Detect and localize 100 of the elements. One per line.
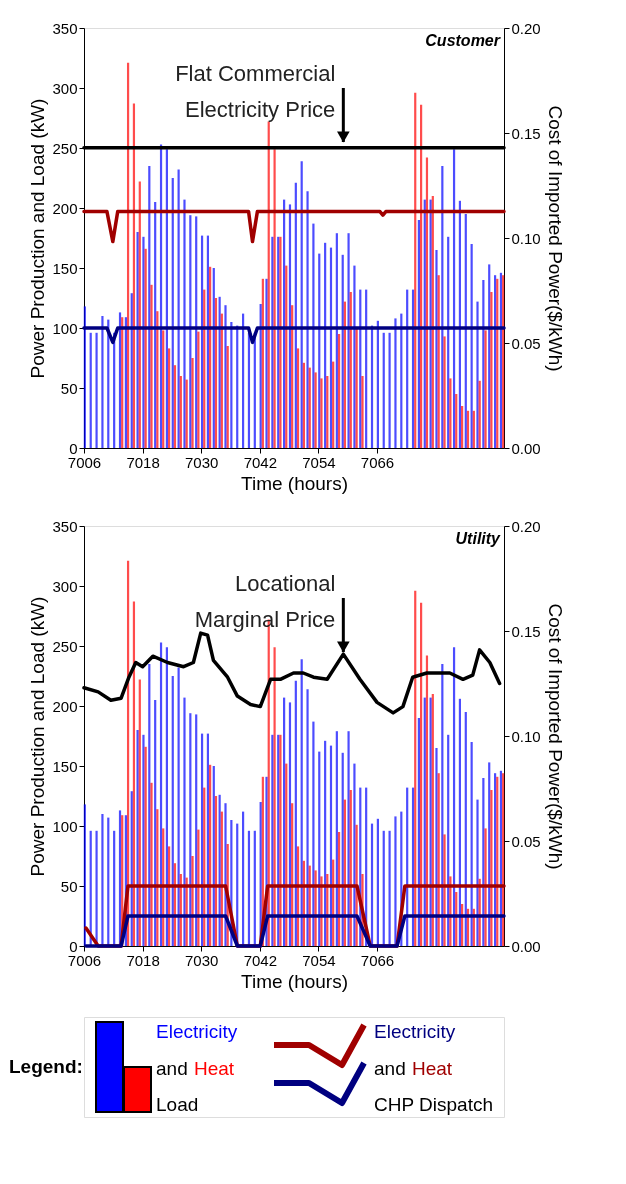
text: and: [156, 1058, 188, 1079]
chart-title: Utility: [455, 530, 502, 547]
y-axis-title: Power Production and Load (kW): [27, 98, 49, 379]
bar: [449, 378, 452, 448]
bar: [312, 223, 315, 448]
bar: [162, 330, 165, 448]
x-axis-title: Time (hours): [241, 970, 348, 992]
bar: [150, 782, 153, 946]
bar: [353, 763, 356, 946]
bar: [179, 376, 182, 448]
bar: [435, 748, 438, 946]
y2-tick-label: 0.05: [511, 334, 541, 352]
bar: [484, 330, 487, 448]
bar: [197, 331, 200, 448]
bar: [466, 410, 470, 448]
bar: [435, 250, 438, 448]
x-tick-label: 7018: [126, 453, 160, 471]
bar: [101, 316, 104, 448]
y2-axis-title: Cost of Imported Power($/kWh): [544, 603, 566, 870]
bar: [490, 292, 493, 448]
bar: [150, 284, 153, 448]
bar: [95, 332, 98, 448]
y2-axis-title: Cost of Imported Power($/kWh): [544, 105, 566, 372]
y-tick-label: 100: [52, 319, 78, 337]
y2-tick-label: 0.10: [511, 727, 541, 745]
x-tick-label: 7042: [243, 453, 277, 471]
bar: [314, 372, 317, 448]
y2-tick-label: 0.05: [511, 832, 541, 850]
bar: [191, 856, 194, 946]
bar: [136, 232, 139, 448]
bar: [197, 829, 200, 946]
x-axis-title: Time (hours): [241, 472, 348, 494]
y-tick-label: 350: [52, 517, 78, 535]
y2-tick-label: 0.15: [511, 622, 541, 640]
bar: [296, 348, 300, 448]
bar: [478, 380, 481, 448]
bar: [476, 301, 479, 448]
y-tick-label: 200: [52, 199, 78, 217]
y-tick-label: 50: [60, 379, 78, 397]
y2-tick-label: 0.00: [511, 937, 541, 955]
chart-title: Customer: [425, 32, 501, 49]
bar: [443, 336, 446, 448]
y-tick-label: 250: [52, 637, 78, 655]
bar: [101, 814, 104, 946]
y-tick-label: 300: [52, 79, 78, 97]
bar: [382, 332, 385, 448]
bar: [306, 191, 309, 448]
bar: [142, 236, 145, 448]
bar: [484, 828, 487, 946]
annotation: Flat Commercial Electricity Price: [175, 61, 336, 122]
bar: [183, 697, 186, 946]
bar: [455, 394, 458, 448]
bar: [388, 332, 391, 448]
text: Electricity: [156, 1021, 238, 1042]
bar: [347, 731, 350, 946]
x-tick-label: 7066: [360, 453, 395, 471]
y-tick-label: 150: [52, 259, 78, 277]
text: and: [374, 1058, 406, 1079]
y-tick-label: 250: [52, 139, 78, 157]
bar: [326, 376, 329, 448]
x-tick-label: 7054: [302, 453, 336, 471]
legend-title: Legend:: [9, 1056, 83, 1077]
text: CHP Dispatch: [374, 1094, 493, 1115]
bar: [273, 647, 276, 946]
bar: [353, 265, 356, 448]
y-tick-label: 350: [52, 19, 78, 37]
bar: [168, 348, 171, 448]
x-tick-label: 7030: [185, 951, 219, 969]
x-tick-label: 7066: [360, 951, 395, 969]
y-tick-label: 200: [52, 697, 78, 715]
annotation: Locational Marginal Price: [194, 571, 336, 632]
bar: [394, 318, 397, 448]
bar: [312, 721, 315, 946]
bar: [302, 362, 305, 448]
bar: [224, 305, 227, 448]
bar: [388, 830, 391, 946]
bar: [476, 799, 479, 946]
bar: [490, 790, 493, 946]
bar: [308, 367, 311, 448]
bar: [394, 816, 397, 946]
bar: [361, 376, 364, 448]
y-axis-title: Power Production and Load (kW): [27, 596, 49, 877]
bar: [185, 379, 188, 448]
bar: [191, 358, 194, 448]
bar: [320, 378, 323, 448]
x-tick-label: 7018: [126, 951, 160, 969]
y2-tick-label: 0.15: [511, 124, 541, 142]
y2-tick-label: 0.00: [511, 439, 541, 457]
bar: [142, 734, 145, 946]
text: Electricity: [374, 1021, 456, 1042]
bar: [226, 346, 229, 448]
bar: [265, 278, 268, 448]
bar: [273, 149, 276, 448]
bar: [136, 730, 139, 946]
y2-tick-label: 0.10: [511, 229, 541, 247]
bar: [332, 361, 335, 448]
x-tick-label: 7030: [185, 453, 219, 471]
y-tick-label: 100: [52, 817, 78, 835]
bar: [472, 410, 475, 448]
bar: [306, 689, 309, 946]
